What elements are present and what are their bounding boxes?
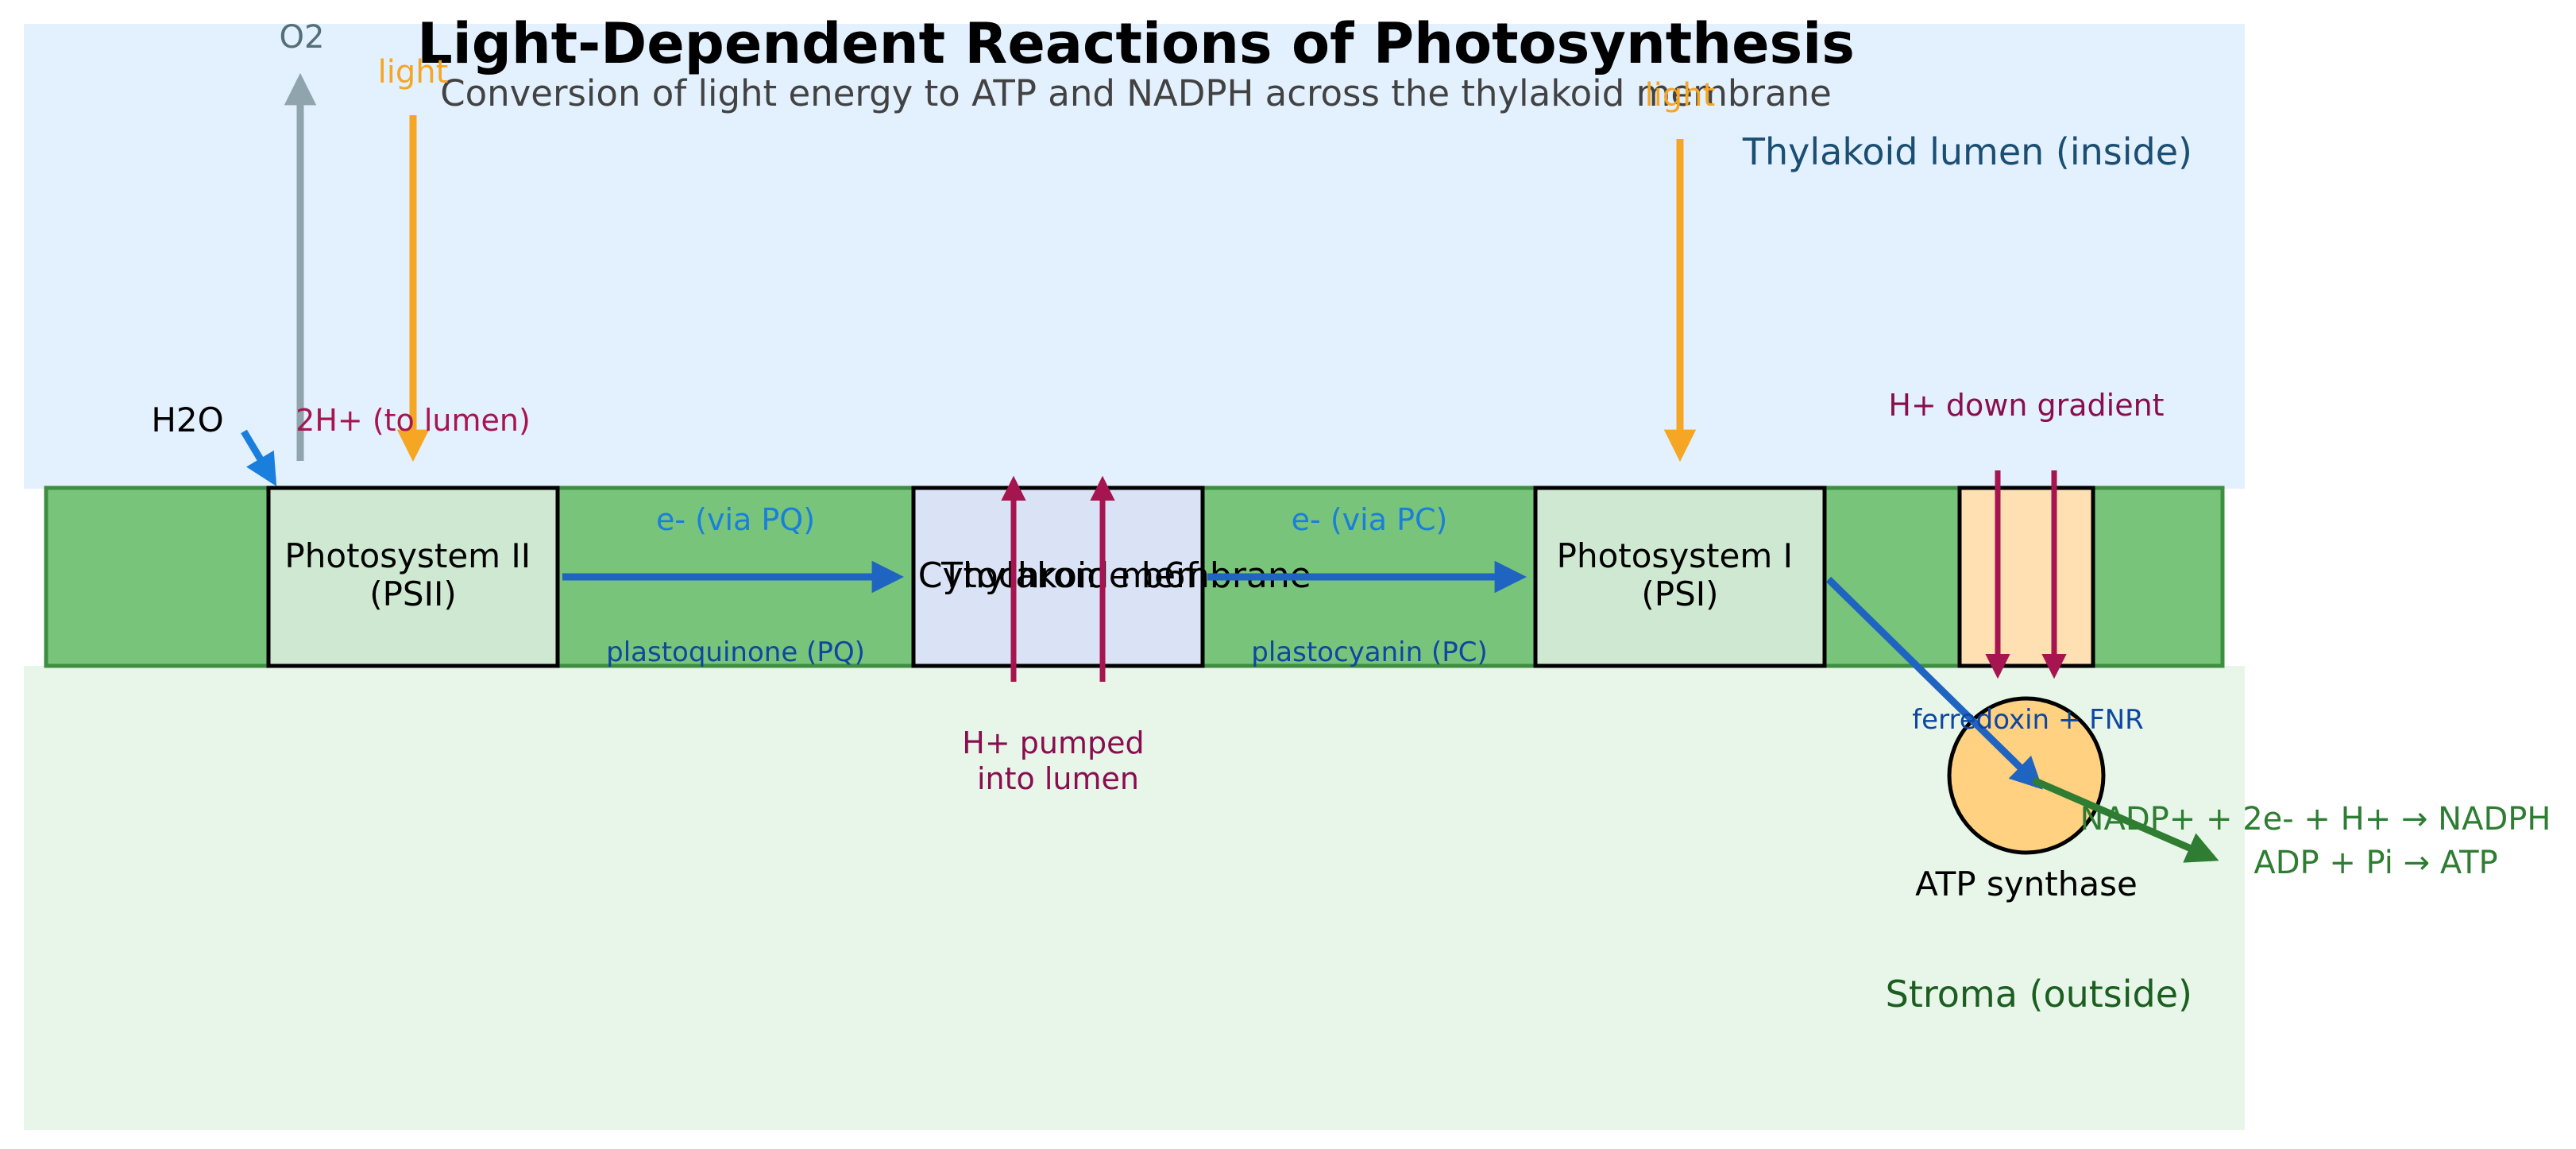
proton-gradient-label: H+ down gradient	[1888, 388, 2164, 423]
diagram-subtitle: Conversion of light energy to ATP and NA…	[440, 72, 1832, 114]
light-label-psii: light	[378, 54, 449, 91]
psii-label-line2: (PSII)	[369, 574, 457, 613]
psi-label-line1: Photosystem I	[1557, 536, 1793, 575]
o2-label: O2	[280, 19, 325, 56]
electron-pc-label: e- (via PC)	[1292, 502, 1448, 537]
proton-lumen-label: 2H+ (to lumen)	[295, 403, 531, 438]
stroma-label: Stroma (outside)	[1886, 973, 2192, 1016]
proton-pumped-label: H+ pumped into lumen	[962, 725, 1153, 796]
atp-synthase-channel	[1957, 486, 2095, 668]
proton-pumped-label-line1: H+ pumped	[962, 725, 1144, 760]
h2o-label: H2O	[151, 400, 223, 439]
atp-synthase-label: ATP synthase	[1915, 865, 2138, 903]
product-arrow	[2032, 776, 2219, 863]
atp-reaction-label: ADP + Pi → ATP	[2254, 845, 2497, 881]
proton-pumped-label-line2: into lumen	[977, 761, 1139, 796]
psii-label-line1: Photosystem II	[284, 536, 531, 575]
psi-label-line2: (PSI)	[1641, 574, 1718, 613]
light-label-psi: light	[1645, 77, 1716, 114]
h2o-arrow	[241, 429, 277, 486]
psi-label: Photosystem I (PSI)	[1557, 536, 1804, 613]
psi-box	[1533, 486, 1827, 668]
psii-box	[266, 486, 560, 668]
ferredoxin-label: ferredoxin + FNR	[1912, 704, 2144, 736]
diagram-title: Light-Dependent Reactions of Photosynthe…	[417, 11, 1855, 76]
electron-arrow-ferredoxin	[1825, 576, 2043, 790]
nadph-reaction-label: NADP+ + 2e- + H+ → NADPH	[2080, 801, 2551, 838]
lumen-label: Thylakoid lumen (inside)	[1742, 130, 2192, 173]
psii-label: Photosystem II (PSII)	[284, 536, 541, 613]
cytb6f-label: Cytochrome b6f	[918, 555, 1199, 596]
cytb6f-box	[911, 486, 1205, 668]
plastocyanin-label: plastocyanin (PC)	[1251, 636, 1487, 668]
electron-pq-label: e- (via PQ)	[656, 502, 815, 537]
plastoquinone-label: plastoquinone (PQ)	[606, 636, 865, 668]
stroma-region	[24, 666, 2245, 1130]
lumen-region	[24, 24, 2245, 489]
